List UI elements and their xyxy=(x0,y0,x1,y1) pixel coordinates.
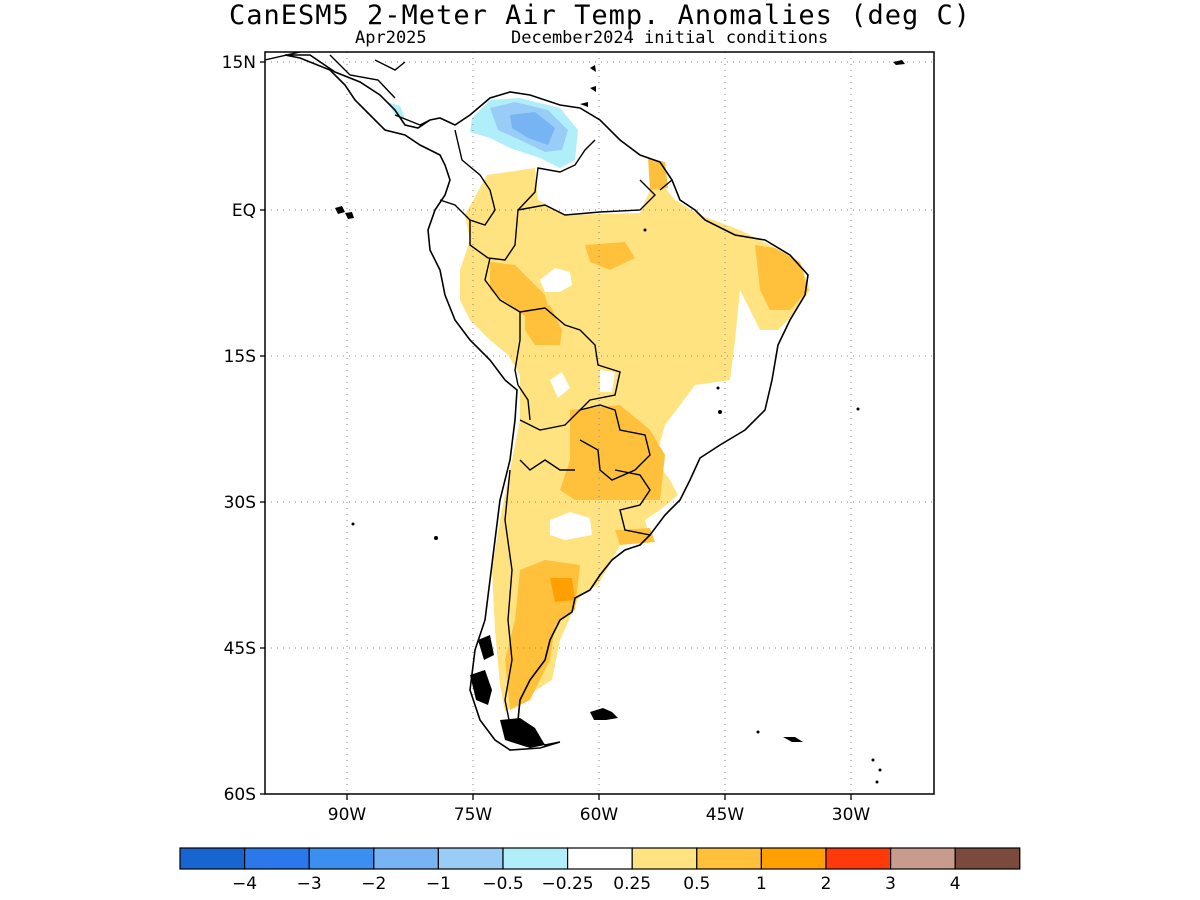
colorbar-label: 1 xyxy=(756,874,767,894)
lon-label: 30W xyxy=(832,805,871,825)
colorbar-swatch xyxy=(760,847,827,870)
lat-label: 60S xyxy=(224,785,256,805)
colorbar xyxy=(179,847,1021,870)
caribbean-islands xyxy=(580,60,905,107)
coastline xyxy=(284,54,809,751)
axis-ticks xyxy=(260,61,852,800)
colorbar-swatch xyxy=(696,847,762,870)
lat-label: 45S xyxy=(224,639,256,659)
colorbar-swatch xyxy=(825,847,892,870)
lon-label: 45W xyxy=(706,805,745,825)
neutral-region xyxy=(600,370,615,392)
colorbar-label: −1 xyxy=(426,874,451,894)
central-america-outline xyxy=(265,52,431,126)
neutral-region xyxy=(550,512,592,540)
colorbar-label: −0.5 xyxy=(482,874,523,894)
lon-label: 60W xyxy=(580,805,619,825)
colorbar-swatch xyxy=(308,847,375,870)
colorbar-label: 3 xyxy=(885,874,896,894)
map-title: CanESM5 2-Meter Air Temp. Anomalies (deg… xyxy=(229,0,971,31)
warm-moderate-region xyxy=(585,242,635,270)
lon-label: 75W xyxy=(454,805,493,825)
colorbar-label: −2 xyxy=(361,874,386,894)
lat-label: EQ xyxy=(232,201,256,221)
longitude-labels: 90W 75W 60W 45W 30W xyxy=(328,805,871,825)
colorbar-swatch xyxy=(566,847,633,870)
initial-conditions: December2024 initial conditions xyxy=(511,28,829,48)
lat-label: 15S xyxy=(224,347,256,367)
warm-moderate-region xyxy=(490,262,550,320)
latitude-labels: 15N EQ 15S 30S 45S 60S xyxy=(222,53,256,805)
colorbar-swatch xyxy=(437,847,504,870)
colorbar-swatch xyxy=(373,847,439,870)
warm-strong-region xyxy=(550,578,575,602)
lon-label: 90W xyxy=(328,805,367,825)
colorbar-label: 0.5 xyxy=(683,874,710,894)
colorbar-label: 4 xyxy=(950,874,961,894)
colorbar-label: 0.25 xyxy=(613,874,651,894)
colorbar-swatch xyxy=(179,847,246,870)
neutral-region xyxy=(550,372,570,398)
colorbar-swatch xyxy=(244,847,310,870)
neutral-region xyxy=(540,268,572,292)
colorbar-labels: −4 −3 −2 −1 −0.5 −0.25 0.25 0.5 1 2 3 4 xyxy=(232,874,961,894)
lat-label: 30S xyxy=(224,493,256,513)
colorbar-label: −4 xyxy=(232,874,257,894)
map-area xyxy=(265,52,934,794)
warm-moderate-region xyxy=(560,405,665,500)
colorbar-swatch xyxy=(889,847,956,870)
galapagos-islands xyxy=(335,206,354,219)
colorbar-label: 2 xyxy=(821,874,832,894)
southern-islands xyxy=(470,635,545,748)
cool-light-region xyxy=(388,102,405,118)
south-georgia xyxy=(783,737,803,742)
valid-month: Apr2025 xyxy=(355,28,427,48)
colorbar-label: −0.25 xyxy=(542,874,594,894)
cool-strong-region xyxy=(510,112,555,145)
lat-label: 15N xyxy=(222,53,256,73)
country-borders xyxy=(439,129,673,739)
colorbar-swatch xyxy=(954,847,1021,870)
colorbar-swatch xyxy=(631,847,698,870)
small-islands xyxy=(351,228,882,784)
colorbar-swatch xyxy=(502,847,569,870)
colorbar-label: −3 xyxy=(297,874,322,894)
falkland-islands xyxy=(590,708,618,720)
